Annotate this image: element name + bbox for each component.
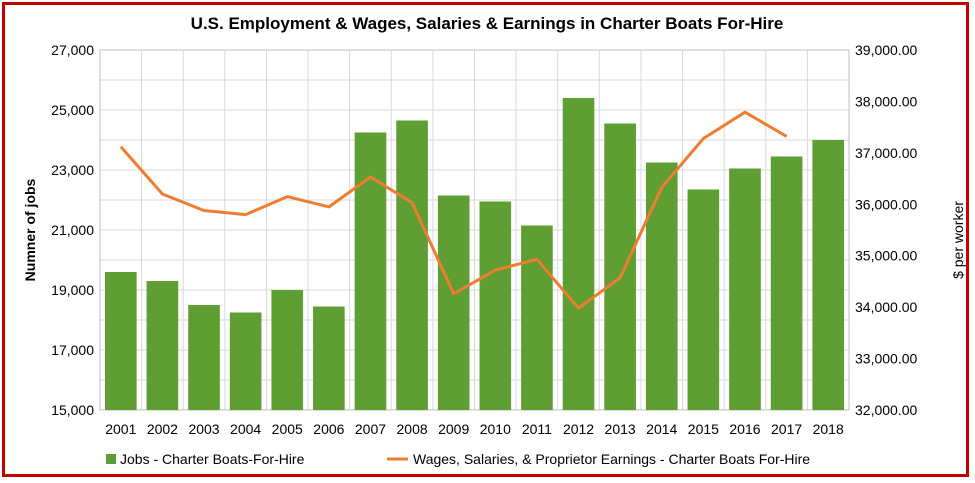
- legend-label-wages: Wages, Salaries, & Proprietor Earnings -…: [413, 451, 810, 467]
- bar: [521, 225, 553, 410]
- y2-tick-label: 34,000.00: [855, 299, 917, 315]
- bar: [812, 140, 845, 410]
- x-tick-label: 2006: [313, 421, 344, 437]
- y-axis-label: Numner of jobs: [22, 178, 38, 281]
- y2-tick-label: 38,000.00: [855, 93, 917, 109]
- bar-series: [104, 98, 845, 410]
- bar: [396, 120, 428, 410]
- y2-tick-label: 32,000.00: [855, 402, 917, 418]
- bar: [645, 162, 678, 410]
- x-tick-label: 2013: [605, 421, 636, 437]
- plot-area-border: [99, 49, 850, 411]
- bar: [437, 195, 470, 410]
- y-tick-label: 25,000: [51, 102, 94, 118]
- legend-label-jobs: Jobs - Charter Boats-For-Hire: [120, 451, 305, 467]
- bar: [729, 168, 761, 410]
- x-tick-label: 2009: [438, 421, 469, 437]
- y2-tick-label: 35,000.00: [855, 248, 917, 264]
- y2-tick-label: 37,000.00: [855, 145, 917, 161]
- bar: [479, 201, 512, 410]
- line-series: [119, 110, 788, 310]
- y2-tick-label: 33,000.00: [855, 351, 917, 367]
- y-tick-label: 15,000: [51, 402, 94, 418]
- bar: [188, 305, 220, 410]
- x-tick-label: 2004: [230, 421, 261, 437]
- bar: [313, 306, 345, 410]
- bar: [229, 312, 262, 410]
- x-tick-label: 2003: [188, 421, 219, 437]
- x-tick-label: 2018: [813, 421, 844, 437]
- x-tick-label: 2014: [646, 421, 677, 437]
- y2-tick-label: 39,000.00: [855, 42, 917, 58]
- y-axis-left: 15,000 17,000 19,000 21,000 23,000 25,000 27,0…: [51, 42, 94, 418]
- y-tick-label: 23,000: [51, 162, 94, 178]
- x-tick-label: 2010: [480, 421, 511, 437]
- y2-tick-label: 36,000.00: [855, 196, 917, 212]
- x-tick-label: 2017: [771, 421, 802, 437]
- x-tick-label: 2016: [729, 421, 760, 437]
- bar: [687, 189, 720, 410]
- y-tick-label: 27,000: [51, 42, 94, 58]
- chart-title: U.S. Employment & Wages, Salaries & Earn…: [191, 14, 784, 33]
- y2-axis-label: $ per worker: [950, 201, 966, 279]
- y-tick-label: 19,000: [51, 282, 94, 298]
- wages-line: [119, 110, 788, 310]
- x-tick-label: 2011: [522, 421, 552, 437]
- x-tick-label: 2008: [397, 421, 428, 437]
- bar: [104, 272, 137, 410]
- y-tick-label: 17,000: [51, 342, 94, 358]
- bar: [146, 281, 179, 410]
- y-tick-label: 21,000: [51, 222, 94, 238]
- bar: [604, 123, 636, 410]
- bar: [271, 290, 304, 410]
- bar: [354, 132, 387, 410]
- legend-swatch-jobs: [106, 454, 116, 464]
- x-tick-label: 2002: [147, 421, 178, 437]
- bar: [562, 98, 595, 410]
- legend: Jobs - Charter Boats-For-Hire Wages, Sal…: [106, 451, 810, 467]
- x-axis: 2001 2002 2003 2004 2005 2006 2007 2008 2009 2010…: [105, 421, 844, 437]
- x-tick-label: 2007: [355, 421, 386, 437]
- bar: [770, 156, 803, 410]
- x-tick-label: 2005: [272, 421, 303, 437]
- x-tick-label: 2001: [105, 421, 136, 437]
- x-tick-label: 2012: [563, 421, 594, 437]
- y-axis-right: 32,000.00 33,000.00 34,000.00 35,000.00 36,0…: [855, 42, 917, 418]
- x-tick-label: 2015: [688, 421, 719, 437]
